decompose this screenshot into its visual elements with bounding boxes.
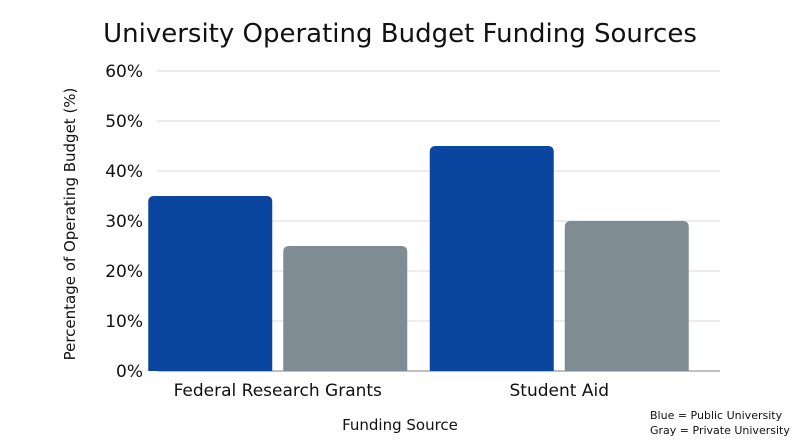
x-axis-title: Funding Source bbox=[342, 416, 458, 434]
y-tick-label: 60% bbox=[105, 62, 143, 82]
bars bbox=[148, 146, 689, 371]
chart-title: University Operating Budget Funding Sour… bbox=[103, 19, 697, 49]
bar-public bbox=[429, 146, 554, 371]
legend-note-private: Gray = Private University bbox=[650, 424, 790, 437]
bar-private bbox=[283, 246, 408, 371]
y-tick-label: 40% bbox=[105, 162, 143, 182]
y-tick-label: 30% bbox=[105, 212, 143, 232]
x-tick-label: Federal Research Grants bbox=[174, 381, 382, 401]
y-axis-ticks: 0% 10% 20% 30% 40% 50% 60% bbox=[105, 62, 143, 382]
y-tick-label: 0% bbox=[116, 362, 143, 382]
legend-note-public: Blue = Public University bbox=[650, 409, 783, 422]
x-tick-label: Student Aid bbox=[510, 381, 609, 401]
x-axis-ticks: Federal Research Grants Student Aid bbox=[174, 381, 609, 401]
y-tick-label: 20% bbox=[105, 262, 143, 282]
y-axis-title: Percentage of Operating Budget (%) bbox=[61, 88, 79, 361]
bar-public bbox=[148, 196, 273, 371]
y-tick-label: 10% bbox=[105, 312, 143, 332]
y-tick-label: 50% bbox=[105, 112, 143, 132]
bar-private bbox=[564, 221, 689, 371]
